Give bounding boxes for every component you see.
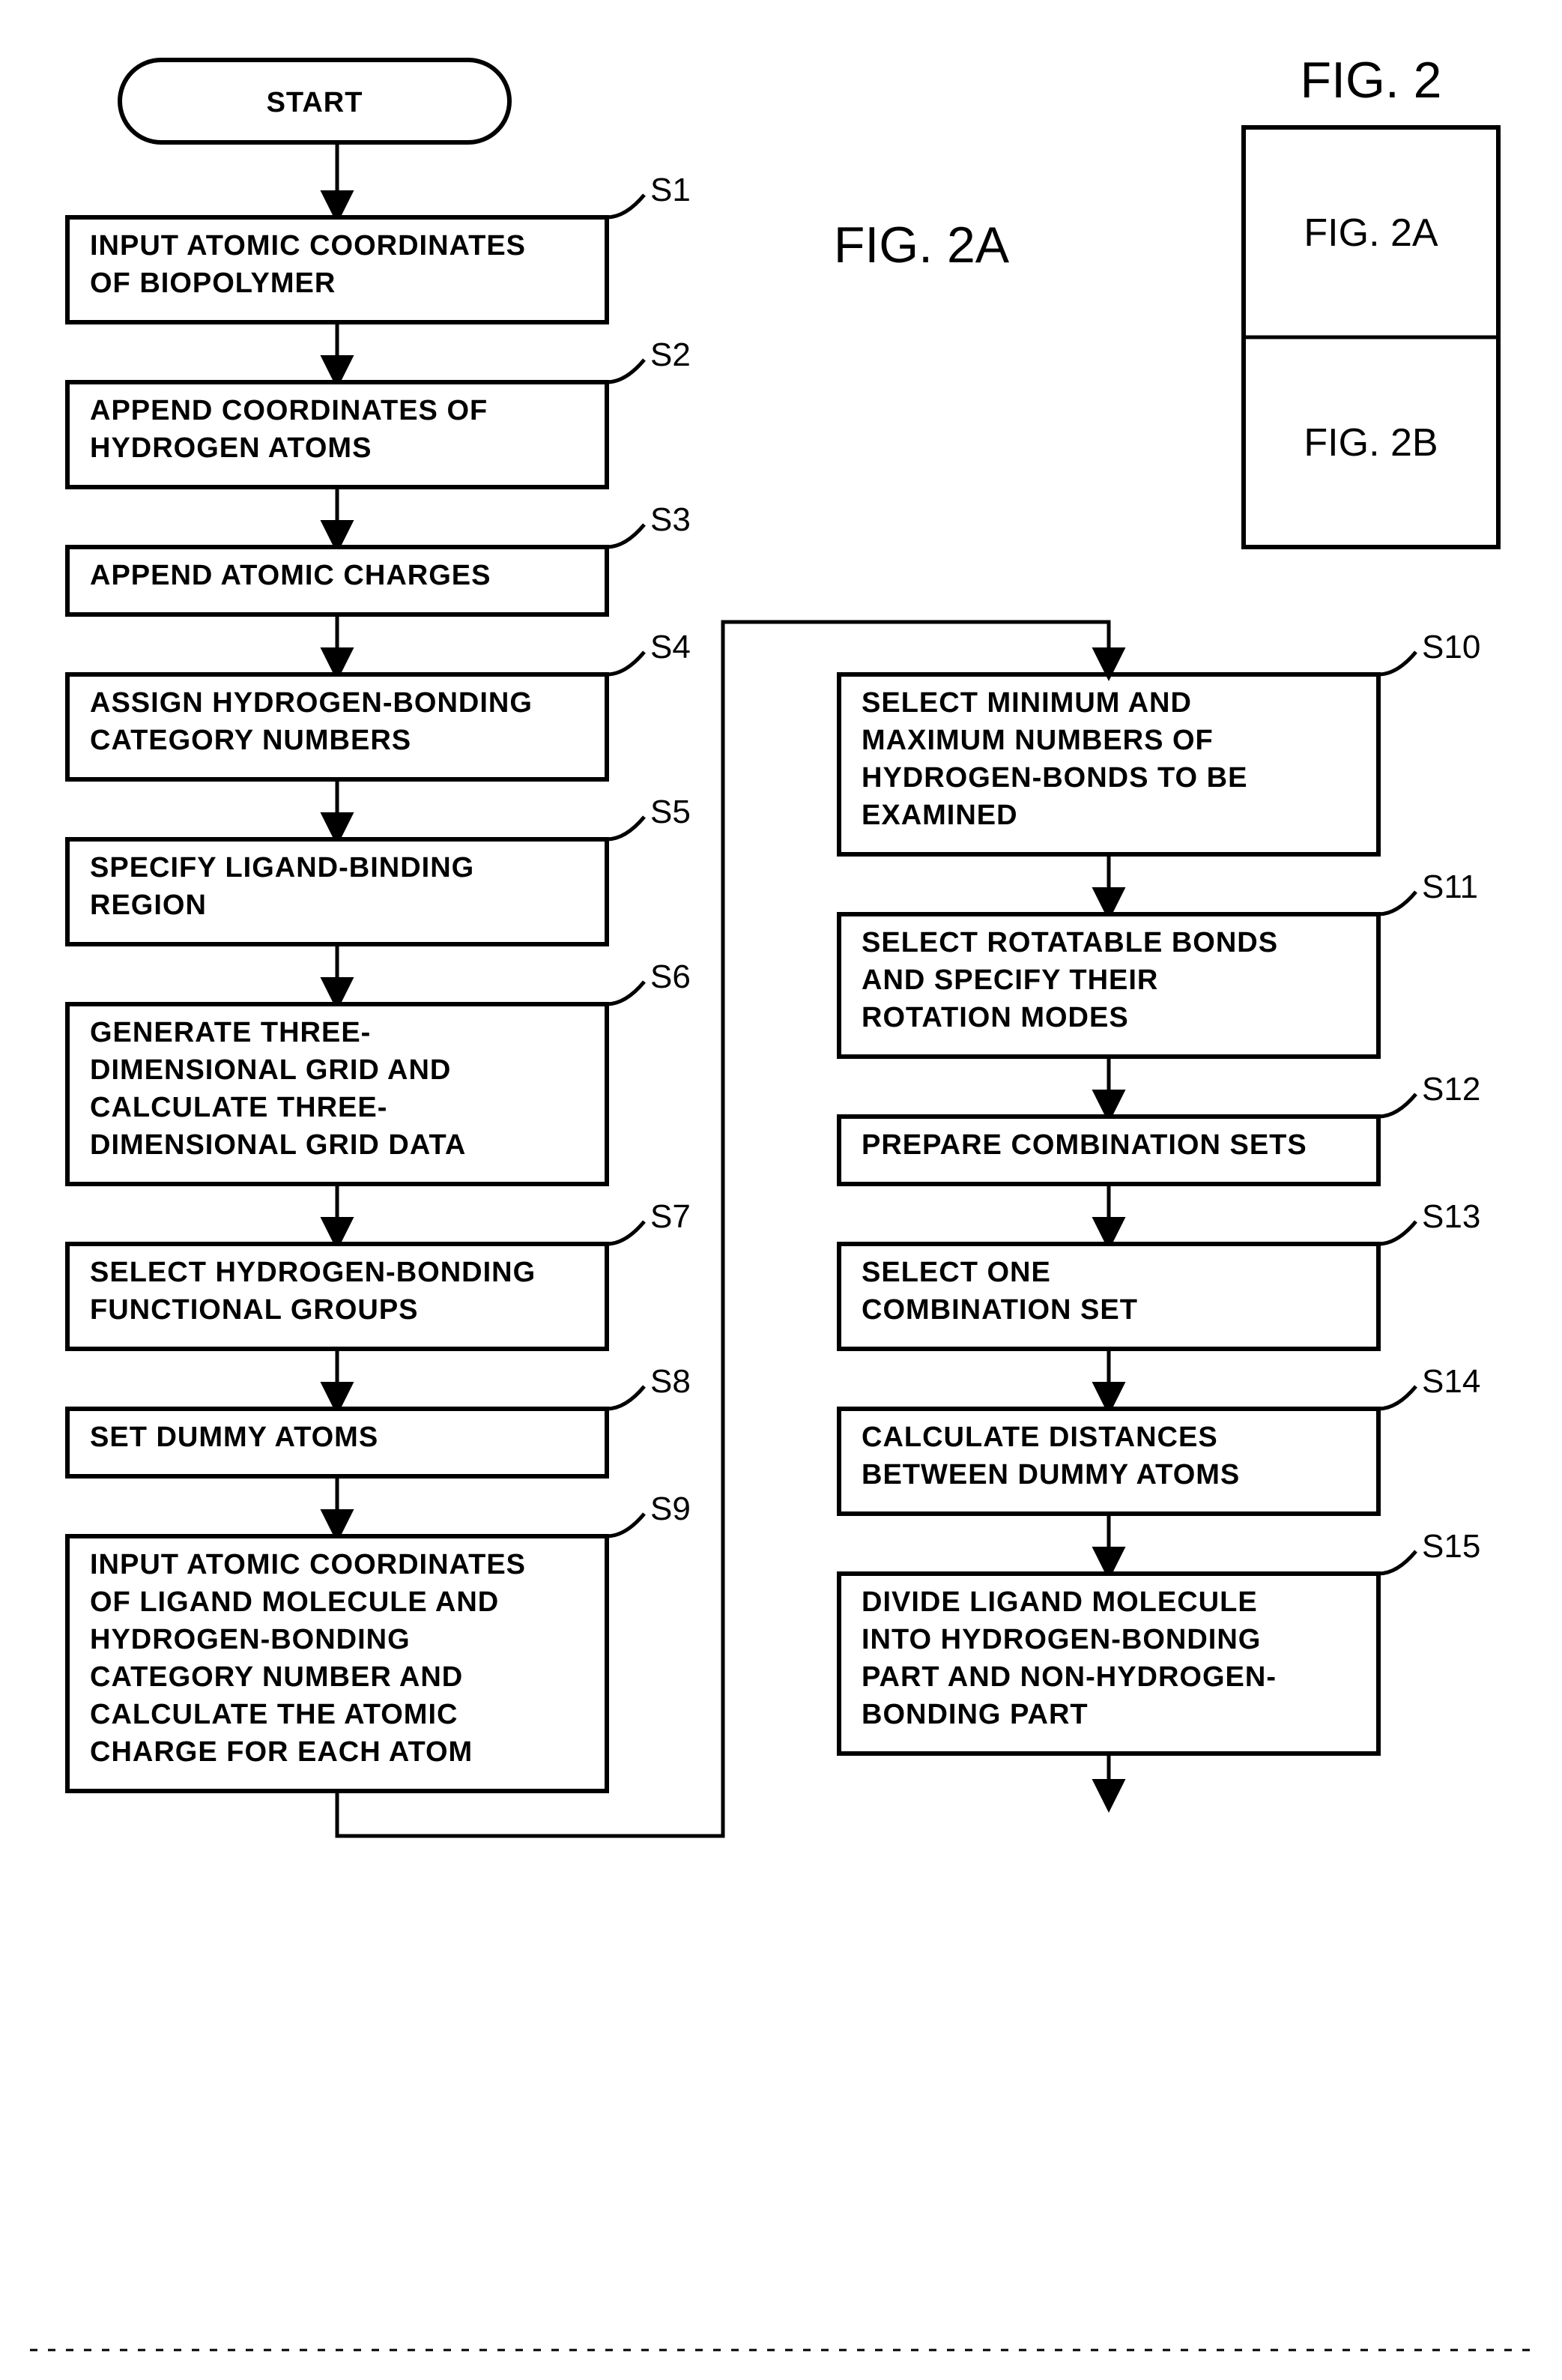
step-label: S15 (1422, 1528, 1480, 1565)
step-label: S11 (1422, 869, 1478, 905)
step-label: S14 (1422, 1363, 1480, 1400)
step-label: S10 (1422, 629, 1480, 665)
step-label: S12 (1422, 1071, 1480, 1108)
step-label: S6 (650, 958, 691, 995)
legend-top: FIG. 2A (1304, 211, 1438, 255)
figure-title-2: FIG. 2 (1301, 52, 1442, 109)
legend-bottom: FIG. 2B (1304, 421, 1438, 465)
step-label: S1 (650, 172, 691, 208)
start-label: START (267, 87, 363, 118)
step-label: S9 (650, 1490, 691, 1527)
step-label: S8 (650, 1363, 691, 1400)
step-label: S13 (1422, 1198, 1480, 1235)
step-box-text: PREPARE COMBINATION SETS (862, 1129, 1307, 1161)
flowchart-canvas: STARTINPUT ATOMIC COORDINATESOF BIOPOLYM… (0, 0, 1562, 2380)
figure-title-a: FIG. 2A (834, 217, 1010, 274)
step-label: S5 (650, 794, 691, 830)
step-label: S3 (650, 501, 691, 538)
step-box-text: APPEND ATOMIC CHARGES (90, 560, 491, 591)
step-label: S7 (650, 1198, 691, 1235)
step-box-text: SET DUMMY ATOMS (90, 1422, 378, 1453)
step-label: S4 (650, 629, 691, 665)
step-label: S2 (650, 336, 691, 373)
